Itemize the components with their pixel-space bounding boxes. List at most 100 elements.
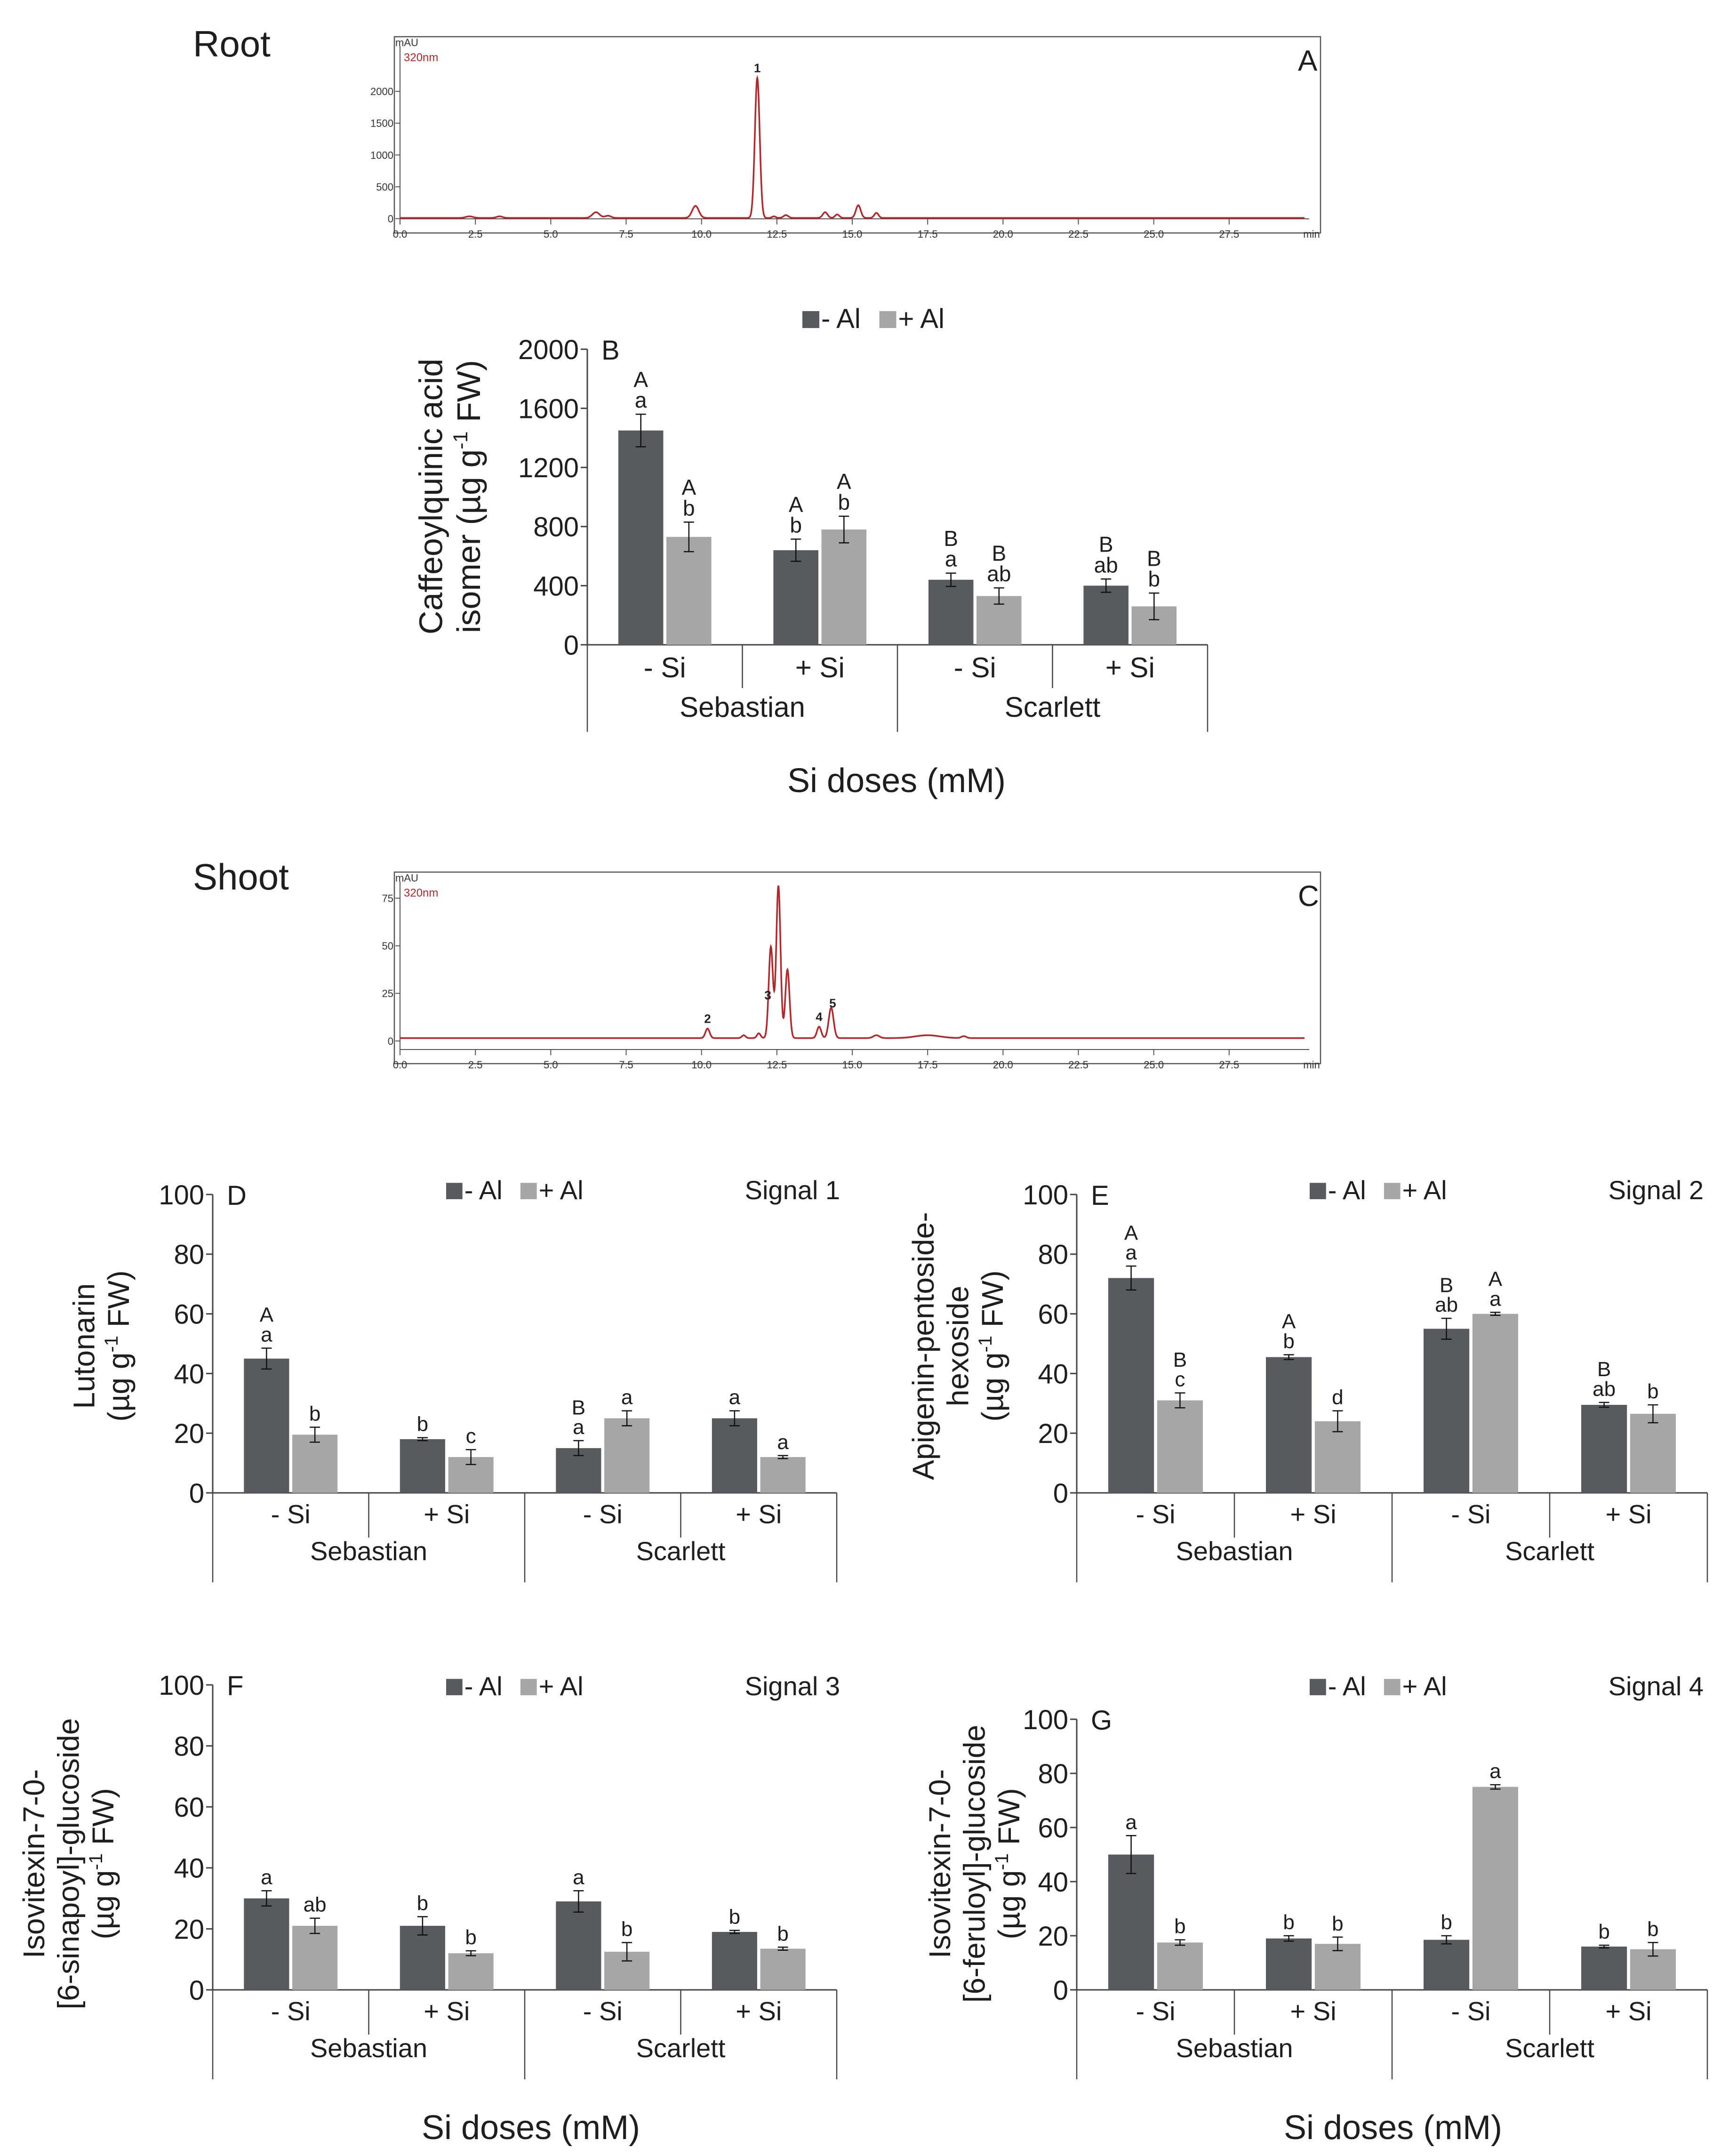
bar-minus-al xyxy=(400,1439,445,1493)
bar-minus-al xyxy=(712,1418,757,1493)
y-tick-label: 1000 xyxy=(370,149,393,161)
x-tick-label: 15.0 xyxy=(842,228,863,240)
y-tick-label: 60 xyxy=(1038,1813,1068,1843)
y-axis-title: Isovitexin-7-0- [6-feruloyl]-glucoside (µg… xyxy=(923,1725,1026,2003)
x-tick-label: 20.0 xyxy=(993,1059,1013,1071)
bar-minus-al xyxy=(773,550,818,645)
legend-swatch-plus-al xyxy=(1384,1183,1401,1199)
legend-label-plus-al: + Al xyxy=(539,1671,584,1701)
significance-letter: B xyxy=(572,1396,585,1419)
significance-letter: a xyxy=(261,1866,272,1889)
y-axis-title-line: [6-sinapoyl]-glucoside xyxy=(51,1718,85,2010)
significance-letter: ab xyxy=(1593,1378,1616,1401)
significance-letter: B xyxy=(1440,1274,1453,1297)
bar-minus-al xyxy=(712,1932,757,1990)
x-tick-label: 12.5 xyxy=(767,228,787,240)
section-title-shoot: Shoot xyxy=(193,856,289,898)
y-axis-title: Caffeoylquinic acid isomer (µg g-1 FW) xyxy=(412,359,487,634)
wavelength-label: 320nm xyxy=(404,51,438,64)
bar-plus-al xyxy=(666,537,712,645)
significance-letter: a xyxy=(621,1386,633,1409)
significance-letter: ab xyxy=(1094,553,1118,577)
bar-minus-al xyxy=(1424,1329,1470,1493)
significance-letter: b xyxy=(417,1892,428,1915)
significance-letter: ab xyxy=(304,1893,327,1916)
treatment-label: + Si xyxy=(736,1996,782,2026)
y-axis-unit: mAU xyxy=(395,872,418,884)
plot-frame xyxy=(393,871,1321,1065)
bar-minus-al xyxy=(618,430,664,645)
bar-minus-al xyxy=(1424,1940,1470,1990)
signal-label: Signal 2 xyxy=(1609,1175,1704,1205)
treatment-label: + Si xyxy=(424,1996,470,2026)
y-tick-label: 75 xyxy=(382,892,393,904)
significance-letter: b xyxy=(1283,1911,1294,1934)
legend-label-minus-al: - Al xyxy=(821,304,861,334)
treatment-label: - Si xyxy=(1136,1996,1176,2026)
y-axis-title: Lutonarin (µg g-1 FW) xyxy=(67,1270,136,1421)
legend-label-plus-al: + Al xyxy=(898,304,945,334)
treatment-label: - Si xyxy=(1451,1996,1491,2026)
peak-label: 3 xyxy=(764,988,771,1002)
x-tick-label: 22.5 xyxy=(1068,1059,1089,1071)
cultivar-label: Scarlett xyxy=(1505,1536,1594,1566)
y-tick-label: 60 xyxy=(174,1299,204,1330)
bar-minus-al xyxy=(400,1925,445,1990)
legend-label-plus-al: + Al xyxy=(539,1175,584,1205)
bar-plus-al xyxy=(1157,1942,1203,1990)
treatment-label: + Si xyxy=(1605,1499,1651,1529)
x-tick-label: 5.0 xyxy=(544,228,558,240)
treatment-label: - Si xyxy=(1451,1499,1491,1529)
bar-plus-al xyxy=(292,1925,338,1990)
significance-letter: B xyxy=(1173,1348,1187,1371)
cultivar-label: Scarlett xyxy=(636,1536,726,1566)
significance-letter: B xyxy=(992,541,1006,565)
y-tick-label: 20 xyxy=(174,1419,204,1449)
cultivar-label: Sebastian xyxy=(1176,2033,1293,2063)
y-axis-title-line: Caffeoylquinic acid xyxy=(412,359,449,634)
y-tick-label: 0 xyxy=(388,213,393,224)
significance-letter: a xyxy=(729,1386,741,1409)
legend-swatch-minus-al xyxy=(446,1183,463,1199)
y-tick-label: 0 xyxy=(388,1035,393,1047)
y-tick-label: 40 xyxy=(1038,1867,1068,1898)
y-tick-label: 80 xyxy=(174,1731,204,1762)
bar-minus-al xyxy=(1108,1278,1154,1493)
y-tick-label: 2000 xyxy=(370,86,393,97)
x-tick-label: 2.5 xyxy=(468,1059,483,1071)
x-tick-label: 17.5 xyxy=(918,1059,938,1071)
y-tick-label: 80 xyxy=(1038,1759,1068,1789)
x-axis-title-g: Si doses (mM) xyxy=(1284,2109,1502,2147)
significance-letter: a xyxy=(573,1416,584,1439)
bar-minus-al xyxy=(244,1898,289,1990)
wavelength-label: 320nm xyxy=(404,887,438,899)
legend-label-minus-al: - Al xyxy=(1328,1671,1366,1701)
significance-letter: a xyxy=(777,1431,789,1454)
y-axis-title-line: (µg g-1 FW) xyxy=(975,1270,1009,1421)
peak-label: 4 xyxy=(816,1010,823,1024)
y-tick-label: 500 xyxy=(376,181,393,193)
significance-letter: b xyxy=(838,490,850,514)
significance-letter: B xyxy=(1597,1358,1611,1381)
treatment-label: - Si xyxy=(271,1996,311,2026)
chromatogram-A: 0.0 2.5 5.0 7.5 10.0 12.5 15.0 17.5 20.0 22.5 25.0… xyxy=(370,36,1321,240)
y-axis-title-line: Isovitexin-7-0- xyxy=(923,1769,957,1958)
x-tick-label: 17.5 xyxy=(918,228,938,240)
signal-label: Signal 3 xyxy=(745,1671,840,1701)
panel-letter: A xyxy=(1298,45,1318,77)
significance-letter: b xyxy=(1283,1330,1294,1353)
bar-minus-al xyxy=(1581,1947,1627,1990)
legend-label-minus-al: - Al xyxy=(464,1175,503,1205)
bar-minus-al xyxy=(1083,585,1129,645)
bar-plus-al xyxy=(1314,1944,1361,1990)
bar-chart-F: 0 20 40 60 80 100 - Si + Si - Si + Si Sebastian Sca… xyxy=(17,1670,840,2079)
y-tick-label: 40 xyxy=(1038,1359,1068,1389)
bar-chart-E: 0 20 40 60 80 100 - Si + Si - Si + Si Sebastian Sca… xyxy=(906,1175,1708,1582)
x-tick-label: 27.5 xyxy=(1219,1059,1239,1071)
significance-letter: a xyxy=(945,547,957,571)
x-tick-label: 22.5 xyxy=(1068,228,1089,240)
y-tick-label: 100 xyxy=(159,1670,204,1701)
bar-chart-G: 0 20 40 60 80 100 - Si + Si - Si + Si Sebastian Sca… xyxy=(923,1671,1708,2079)
y-axis-title: Isovitexin-7-0- [6-sinapoyl]-glucoside (µg… xyxy=(17,1718,120,2010)
